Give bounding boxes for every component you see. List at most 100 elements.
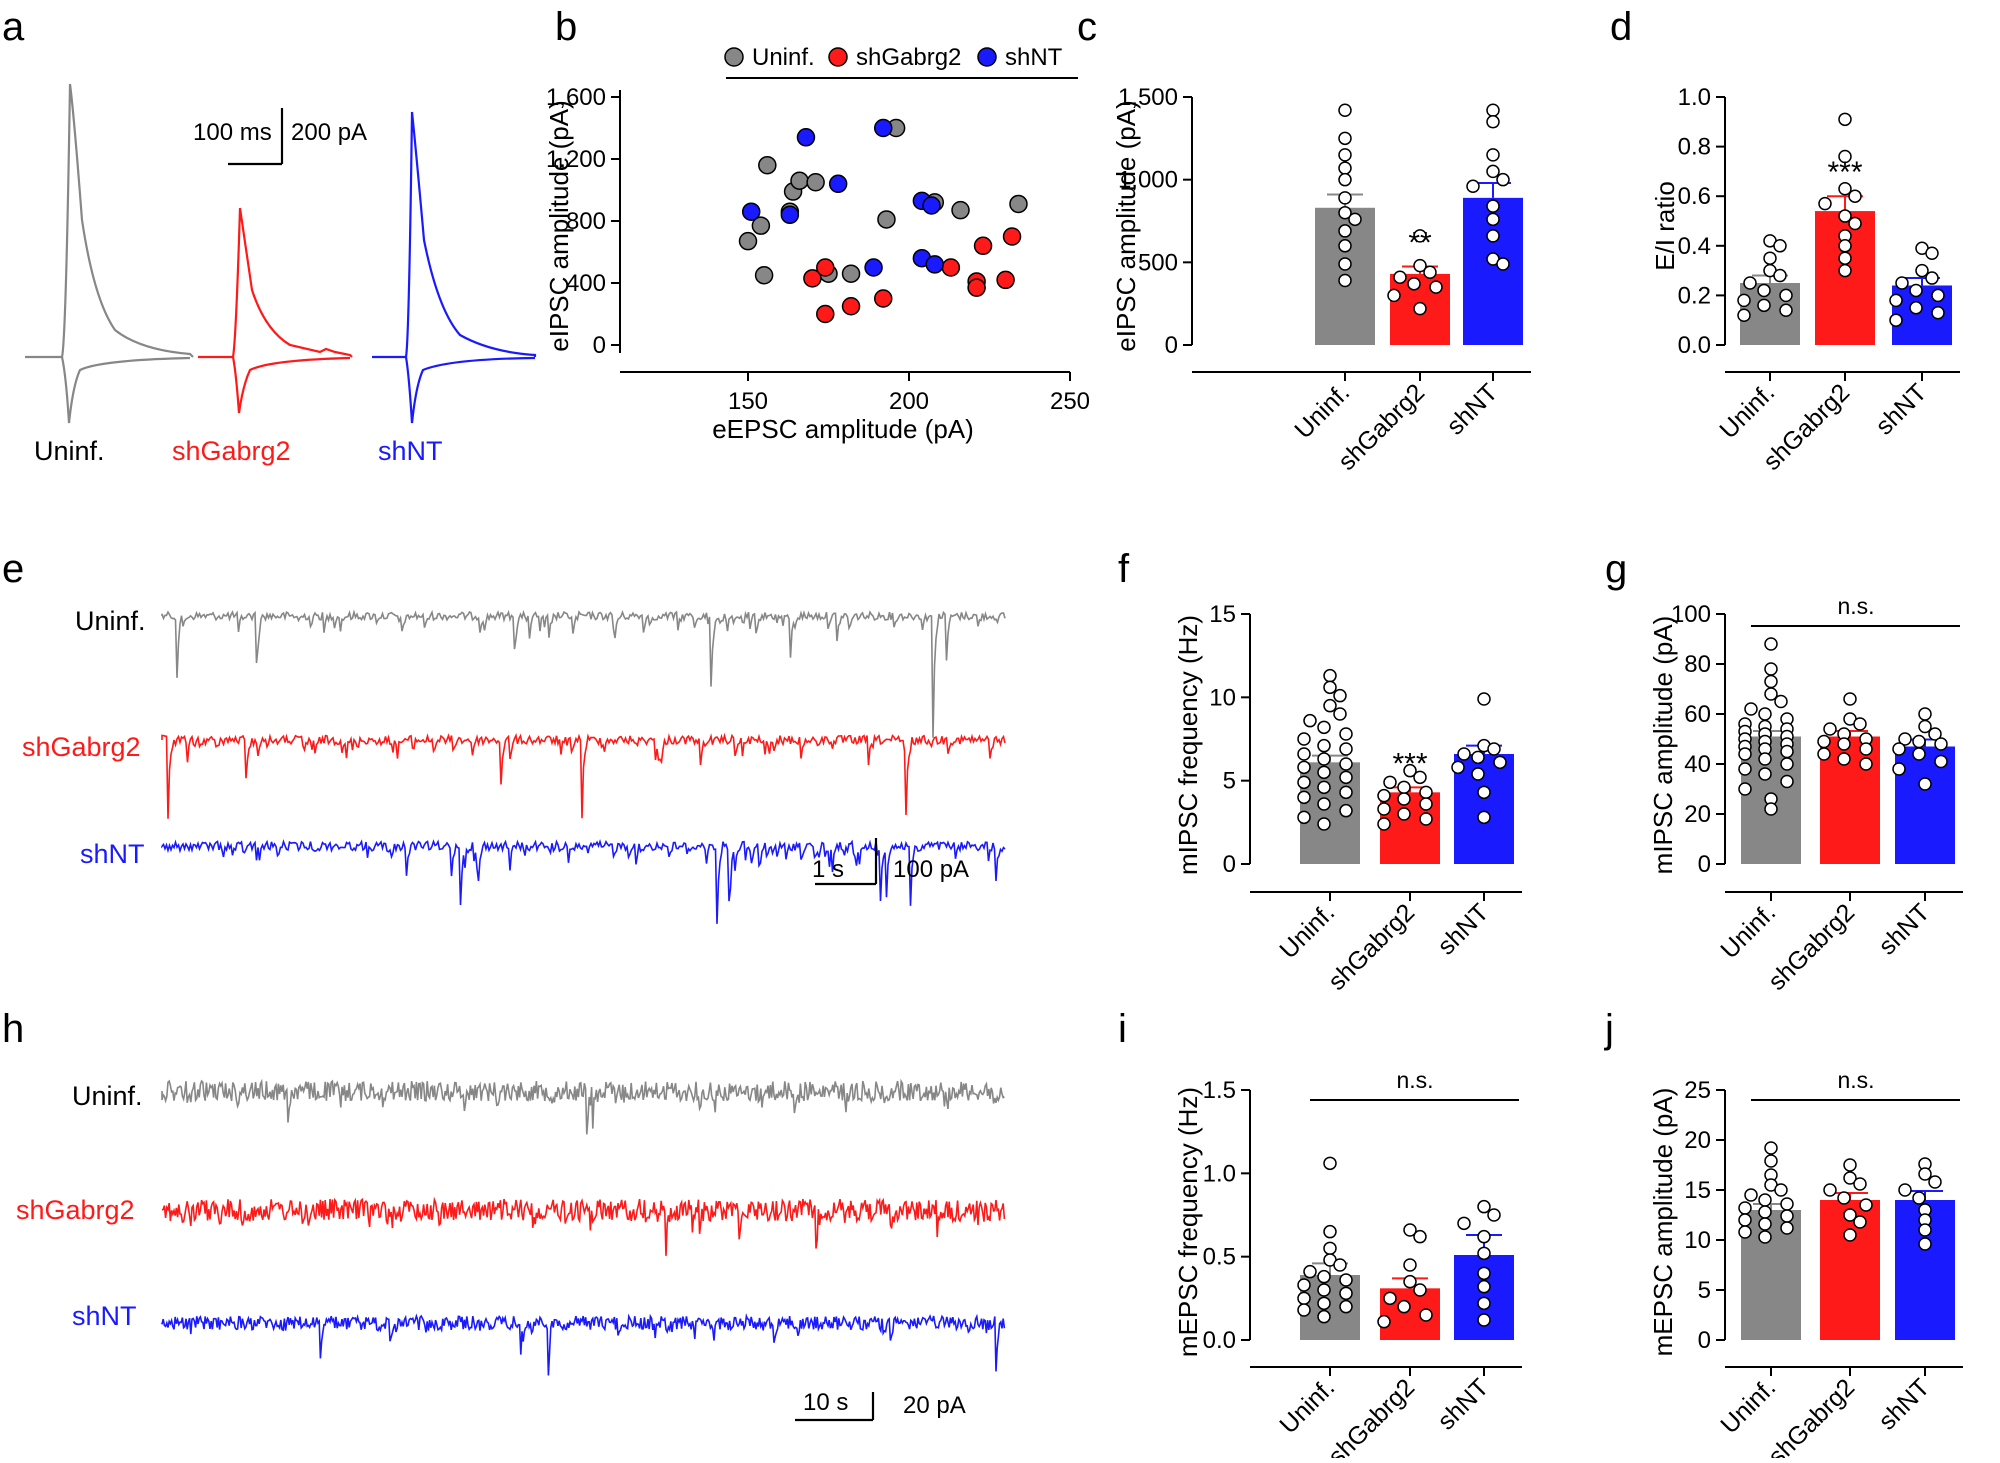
j-y-tick-label: 15 <box>1684 1177 1711 1204</box>
b-point-shgabrg2 <box>803 269 822 288</box>
d-point-uninf <box>1757 283 1771 298</box>
j-point-uninf <box>1780 1221 1794 1235</box>
d-point-shnt <box>1925 246 1939 260</box>
scalebar-h-time: 10 s <box>803 1389 848 1416</box>
d-point-uninf <box>1737 308 1751 322</box>
j-category-label: Uninf. <box>1715 1373 1781 1439</box>
j-point-shgabrg2 <box>1843 1208 1857 1222</box>
g-point-shgabrg2 <box>1837 737 1851 751</box>
i-point-shgabrg2 <box>1403 1274 1417 1289</box>
f-point-uninf <box>1323 698 1337 713</box>
trace-h-shgabrg2 <box>161 1196 1006 1256</box>
b-y-axis-label: eIPSC amplitude (pA) <box>544 100 574 351</box>
d-point-uninf <box>1743 276 1757 290</box>
i-y-tick-label: 1.0 <box>1203 1160 1236 1187</box>
i-point-shgabrg2 <box>1397 1299 1411 1314</box>
d-point-uninf <box>1737 293 1751 308</box>
j-point-shgabrg2 <box>1853 1177 1867 1191</box>
j-point-shnt <box>1918 1167 1932 1181</box>
b-point-uninf <box>751 216 771 235</box>
b-point-shgabrg2 <box>816 304 835 324</box>
c-point-shgabrg2 <box>1413 301 1427 316</box>
i-point-shnt <box>1477 1229 1491 1244</box>
f-significance-shgabrg2: *** <box>1392 747 1427 780</box>
b-point-shnt <box>828 174 848 194</box>
f-point-shgabrg2 <box>1383 775 1397 790</box>
i-point-shnt <box>1477 1313 1491 1327</box>
i-point-shnt <box>1487 1208 1501 1222</box>
g-category-label: shNT <box>1873 898 1935 960</box>
f-point-uninf <box>1333 707 1347 721</box>
j-y-tick-label: 25 <box>1684 1077 1711 1104</box>
i-y-axis-label: mEPSC frequency (Hz) <box>1173 1087 1203 1357</box>
b-point-uninf <box>790 171 809 190</box>
g-point-uninf <box>1774 694 1788 709</box>
label-h-uninf: Uninf. <box>72 1081 143 1111</box>
i-point-uninf <box>1339 1286 1353 1301</box>
j-y-tick-label: 20 <box>1684 1127 1711 1154</box>
f-point-shnt <box>1477 692 1491 706</box>
d-point-shnt <box>1915 263 1929 278</box>
d-point-shgabrg2 <box>1848 189 1862 203</box>
label-e-uninf: Uninf. <box>75 606 146 636</box>
b-point-shnt <box>925 255 945 274</box>
d-point-uninf <box>1763 251 1777 265</box>
d-y-tick-label: 0.0 <box>1678 332 1711 359</box>
i-point-shgabrg2 <box>1403 1258 1417 1272</box>
b-point-uninf <box>877 210 896 229</box>
j-point-shgabrg2 <box>1853 1215 1867 1229</box>
g-point-uninf <box>1780 744 1794 759</box>
g-point-shnt <box>1918 719 1932 734</box>
i-point-uninf <box>1339 1299 1353 1314</box>
i-y-tick-label: 1.5 <box>1203 1077 1236 1104</box>
label-a-shgabrg2: shGabrg2 <box>172 436 291 466</box>
c-point-shnt <box>1466 179 1480 194</box>
c-point-uninf <box>1338 161 1352 175</box>
g-point-uninf <box>1780 774 1794 789</box>
c-point-uninf <box>1338 131 1352 146</box>
f-point-shgabrg2 <box>1377 788 1391 803</box>
b-point-shnt <box>796 128 816 147</box>
j-point-shnt <box>1898 1183 1912 1197</box>
f-point-uninf <box>1317 752 1331 766</box>
b-point-uninf <box>806 173 825 192</box>
f-point-uninf <box>1297 775 1311 790</box>
j-point-uninf <box>1758 1205 1772 1219</box>
j-point-shgabrg2 <box>1843 1171 1857 1185</box>
d-point-shgabrg2 <box>1848 216 1862 231</box>
g-point-shnt <box>1918 707 1932 721</box>
i-point-shgabrg2 <box>1413 1229 1427 1244</box>
trace-a-uninf-epsc <box>60 356 191 424</box>
d-point-shgabrg2 <box>1838 112 1852 127</box>
f-point-shgabrg2 <box>1397 780 1411 795</box>
f-point-shnt <box>1487 742 1501 756</box>
b-x-axis-label: eEPSC amplitude (pA) <box>712 414 974 444</box>
label-a-shnt: shNT <box>378 436 443 466</box>
i-point-uninf <box>1323 1224 1337 1239</box>
scalebar-a-amp: 200 pA <box>291 119 367 146</box>
c-y-tick-label: 500 <box>1138 249 1178 276</box>
c-point-shnt <box>1496 172 1510 187</box>
g-point-uninf <box>1780 757 1794 771</box>
b-point-shgabrg2 <box>816 258 835 277</box>
f-point-uninf <box>1317 780 1331 795</box>
j-point-shgabrg2 <box>1843 1158 1857 1172</box>
trace-e-shgabrg2 <box>161 732 1006 819</box>
i-ns-label: n.s. <box>1396 1067 1433 1093</box>
i-point-uninf <box>1317 1283 1331 1297</box>
d-point-shnt <box>1909 301 1923 315</box>
b-point-shnt <box>864 258 883 277</box>
f-point-uninf <box>1317 738 1331 753</box>
f-point-uninf <box>1297 790 1311 805</box>
c-point-shnt <box>1496 257 1510 271</box>
b-x-tick-label: 250 <box>1050 388 1090 415</box>
c-point-uninf <box>1338 172 1352 187</box>
d-point-shnt <box>1931 306 1945 320</box>
g-y-tick-label: 0 <box>1698 851 1711 878</box>
c-y-tick-label: 1,000 <box>1118 167 1178 194</box>
j-y-tick-label: 0 <box>1698 1327 1711 1354</box>
c-point-uninf <box>1348 212 1362 227</box>
f-point-shgabrg2 <box>1397 807 1411 821</box>
panel-letter-b: b <box>555 5 577 49</box>
